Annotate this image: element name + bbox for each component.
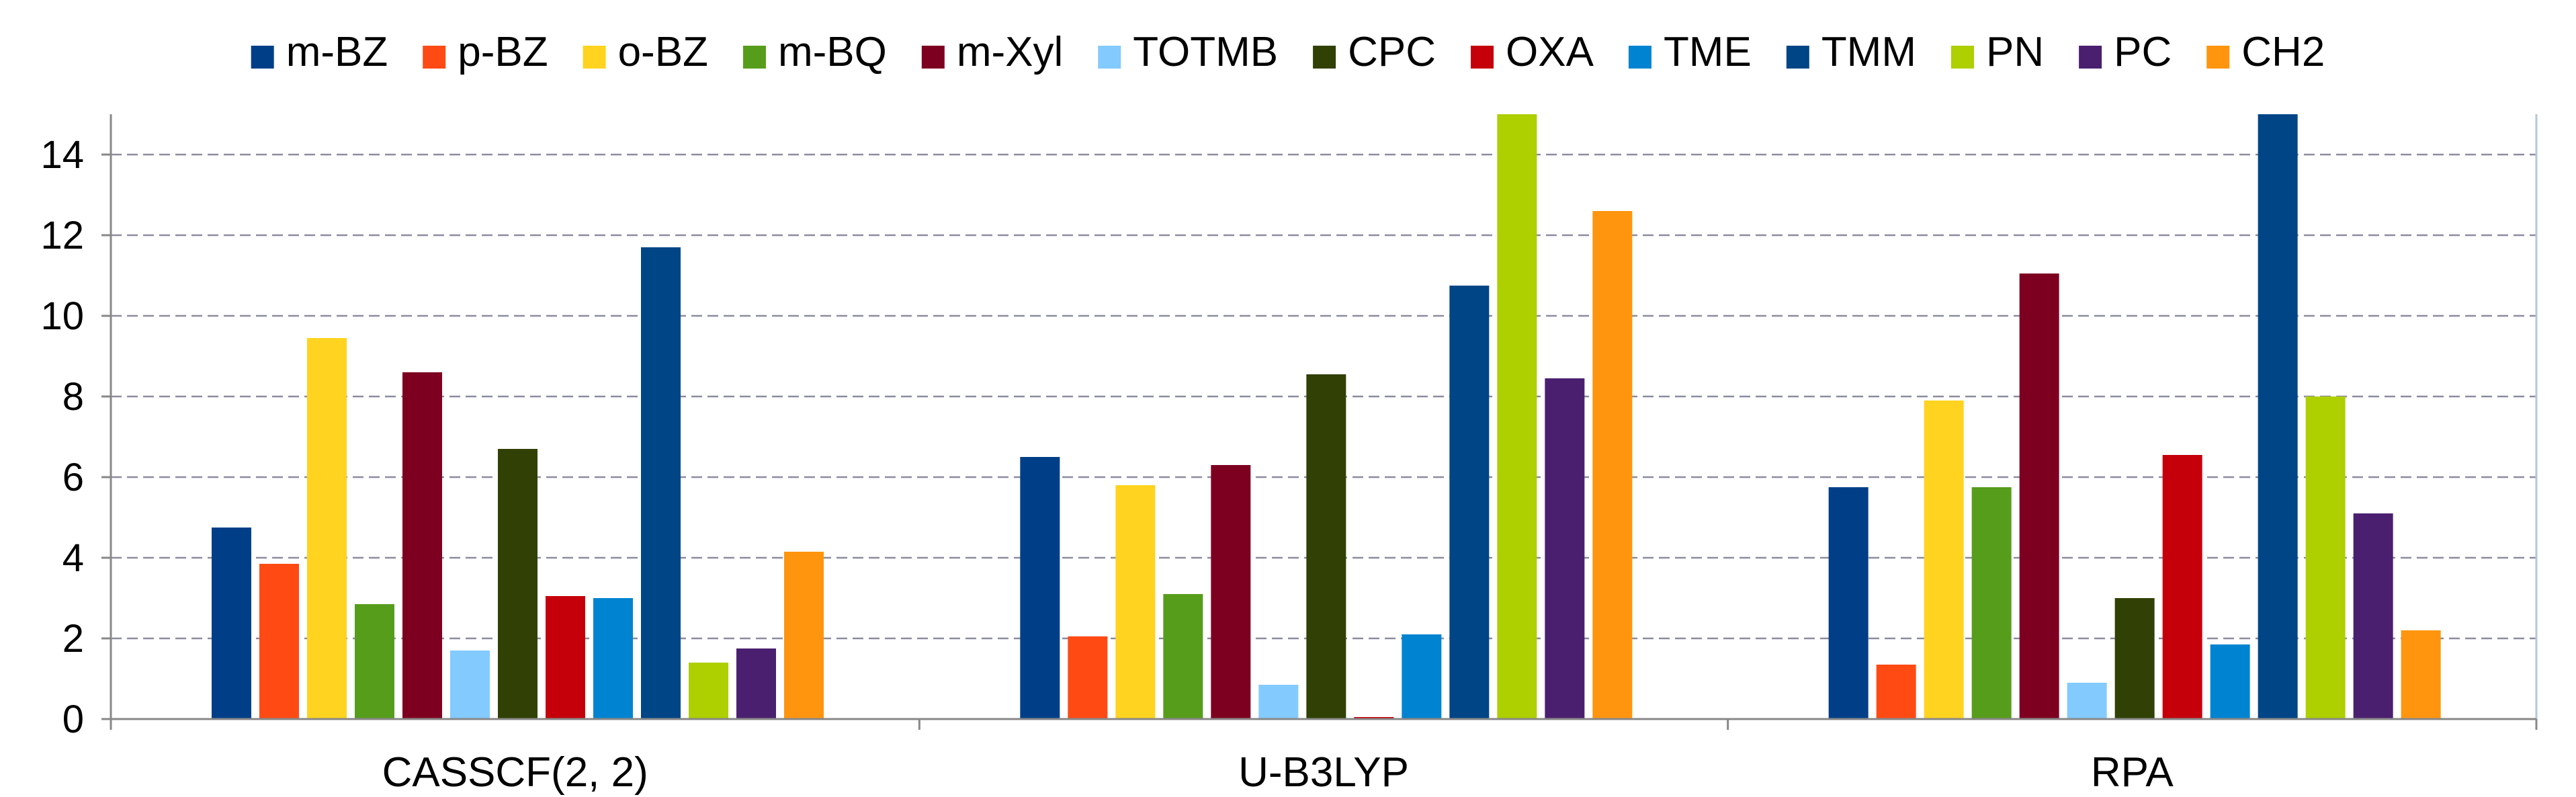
legend-swatch: [921, 46, 945, 69]
bar-cpc: [2114, 598, 2155, 719]
bar-pn: [689, 663, 728, 719]
legend-swatch: [1313, 46, 1336, 69]
legend-swatch: [1950, 46, 1974, 69]
axes: [101, 114, 2538, 730]
legend-item: m-Xyl: [921, 29, 1063, 75]
legend-label: CH2: [2241, 29, 2325, 75]
legend-item: p-BZ: [423, 29, 548, 75]
legend-item: m-BQ: [742, 29, 887, 75]
bar-pn: [2305, 396, 2346, 719]
legend-label: TME: [1664, 29, 1752, 75]
bar-cpc: [498, 449, 538, 719]
bar-tme: [1402, 634, 1442, 719]
legend-swatch: [1098, 46, 1121, 69]
bar-oxa: [546, 596, 585, 719]
bar-tmm: [2258, 114, 2298, 719]
legend-swatch: [1471, 46, 1494, 69]
legend-label: OXA: [1506, 29, 1594, 75]
legend-swatch: [2079, 46, 2102, 69]
bar-p-bz: [1068, 636, 1108, 719]
bar-totmb: [450, 651, 490, 719]
bar-m-xyl: [402, 372, 442, 719]
legend-label: TMM: [1821, 29, 1916, 75]
bar-p-bz: [259, 564, 299, 719]
bar-pc: [1545, 378, 1585, 719]
bar-ch2: [1592, 211, 1633, 719]
y-tick-label: 8: [62, 375, 84, 419]
bar-totmb: [2067, 683, 2107, 719]
legend-label: TOTMB: [1133, 29, 1278, 75]
y-tick-label: 2: [62, 617, 84, 661]
legend-item: TME: [1628, 29, 1752, 75]
legend-item: OXA: [1471, 29, 1594, 75]
y-tick-label: 6: [62, 456, 84, 499]
legend-label: CPC: [1348, 29, 1436, 75]
legend-label: o-BZ: [618, 29, 708, 75]
y-tick-label: 0: [62, 698, 84, 741]
bar-p-bz: [1876, 665, 1916, 719]
legend: m-BZ p-BZ o-BZ m-BQ m-Xyl TOTMB CPC OXA TME TMM PN…: [251, 29, 2325, 75]
bar-ch2: [2401, 630, 2441, 719]
y-tick-label: 10: [40, 294, 84, 338]
bar-m-bq: [1163, 594, 1203, 719]
legend-label: m-BQ: [778, 29, 887, 75]
bar-tme: [2210, 644, 2250, 719]
y-tick-label: 14: [40, 133, 84, 177]
bar-o-bz: [307, 338, 347, 719]
legend-item: TMM: [1786, 29, 1916, 75]
bar-pc: [736, 648, 776, 719]
x-category-label: CASSCF(2, 2): [382, 749, 648, 796]
bar-pn: [1497, 114, 1537, 719]
legend-swatch: [1786, 46, 1809, 69]
legend-label: PN: [1986, 29, 2044, 75]
bars: [212, 114, 2441, 719]
legend-swatch: [423, 46, 446, 69]
legend-label: m-Xyl: [957, 29, 1063, 75]
legend-swatch: [1628, 46, 1651, 69]
y-tick-labels: 0 2 4 6 8 10 12 14: [40, 133, 84, 741]
y-tick-label: 12: [40, 214, 84, 257]
bar-o-bz: [1924, 401, 1964, 719]
x-category-label: RPA: [2091, 749, 2174, 796]
bar-o-bz: [1115, 485, 1156, 719]
bar-tme: [593, 598, 633, 719]
bar-oxa: [2162, 455, 2202, 719]
bar-m-bq: [1971, 487, 2012, 719]
legend-label: PC: [2114, 29, 2172, 75]
legend-item: CH2: [2206, 29, 2325, 75]
legend-item: o-BZ: [583, 29, 708, 75]
legend-swatch: [742, 46, 766, 69]
bar-totmb: [1258, 685, 1299, 719]
legend-swatch: [2206, 46, 2230, 69]
x-category-label: U-B3LYP: [1238, 749, 1409, 796]
bar-tmm: [641, 247, 681, 719]
legend-swatch: [251, 46, 274, 69]
bar-m-bz: [212, 528, 251, 719]
bar-ch2: [784, 552, 824, 719]
legend-item: PC: [2079, 29, 2172, 75]
bar-m-xyl: [2019, 274, 2059, 719]
legend-label: p-BZ: [458, 29, 548, 75]
bar-m-bz: [1828, 487, 1869, 719]
legend-swatch: [583, 46, 606, 69]
bar-tmm: [1449, 286, 1490, 719]
bar-m-bq: [355, 604, 394, 719]
legend-item: TOTMB: [1098, 29, 1278, 75]
bar-m-xyl: [1211, 465, 1251, 719]
bar-m-bz: [1020, 457, 1060, 719]
legend-label: m-BZ: [286, 29, 388, 75]
y-tick-label: 4: [62, 536, 84, 580]
legend-item: m-BZ: [251, 29, 388, 75]
bar-cpc: [1306, 374, 1346, 719]
x-category-labels: CASSCF(2, 2) U-B3LYP RPA: [382, 749, 2174, 796]
bar-pc: [2353, 513, 2393, 719]
legend-item: CPC: [1313, 29, 1436, 75]
legend-item: PN: [1950, 29, 2044, 75]
